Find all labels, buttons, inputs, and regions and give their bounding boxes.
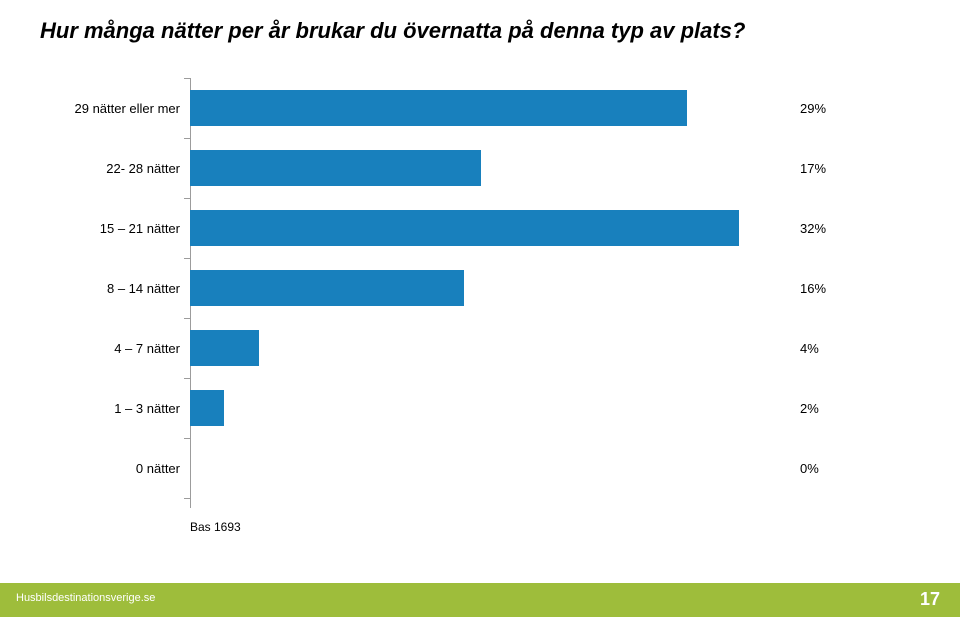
- category-label: 29 nätter eller mer: [40, 101, 190, 116]
- chart-rows: 29 nätter eller mer 29% 22- 28 nätter 17% 15…: [40, 78, 920, 498]
- value-label: 32%: [800, 221, 826, 236]
- page-number: 17: [920, 589, 940, 610]
- bar-chart: 29 nätter eller mer 29% 22- 28 nätter 17% 15…: [40, 78, 920, 518]
- bar-wrap: [190, 270, 790, 306]
- axis-tick: [184, 498, 190, 499]
- footer-bar: Husbilsdestinationsverige.se 17: [0, 583, 960, 617]
- category-label: 15 – 21 nätter: [40, 221, 190, 236]
- chart-row: 8 – 14 nätter 16%: [40, 258, 920, 318]
- footer-link: Husbilsdestinationsverige.se: [16, 592, 155, 604]
- bar: [190, 390, 224, 426]
- bar-wrap: [190, 210, 790, 246]
- bar-wrap: [190, 330, 790, 366]
- category-label: 4 – 7 nätter: [40, 341, 190, 356]
- bar: [190, 330, 259, 366]
- value-label: 4%: [800, 341, 819, 356]
- bar: [190, 270, 464, 306]
- bar-wrap: [190, 150, 790, 186]
- value-label: 17%: [800, 161, 826, 176]
- base-label: Bas 1693: [190, 520, 241, 534]
- value-label: 0%: [800, 461, 819, 476]
- category-label: 8 – 14 nätter: [40, 281, 190, 296]
- bar: [190, 90, 687, 126]
- bar-wrap: [190, 450, 790, 486]
- category-label: 1 – 3 nätter: [40, 401, 190, 416]
- chart-row: 22- 28 nätter 17%: [40, 138, 920, 198]
- page-root: Hur många nätter per år brukar du överna…: [0, 0, 960, 617]
- page-title: Hur många nätter per år brukar du överna…: [40, 18, 745, 44]
- bar-wrap: [190, 90, 790, 126]
- category-label: 22- 28 nätter: [40, 161, 190, 176]
- category-label: 0 nätter: [40, 461, 190, 476]
- value-label: 16%: [800, 281, 826, 296]
- value-label: 29%: [800, 101, 826, 116]
- chart-row: 4 – 7 nätter 4%: [40, 318, 920, 378]
- chart-row: 1 – 3 nätter 2%: [40, 378, 920, 438]
- value-label: 2%: [800, 401, 819, 416]
- bar: [190, 210, 739, 246]
- chart-row: 29 nätter eller mer 29%: [40, 78, 920, 138]
- bar: [190, 150, 481, 186]
- chart-row: 15 – 21 nätter 32%: [40, 198, 920, 258]
- chart-row: 0 nätter 0%: [40, 438, 920, 498]
- bar-wrap: [190, 390, 790, 426]
